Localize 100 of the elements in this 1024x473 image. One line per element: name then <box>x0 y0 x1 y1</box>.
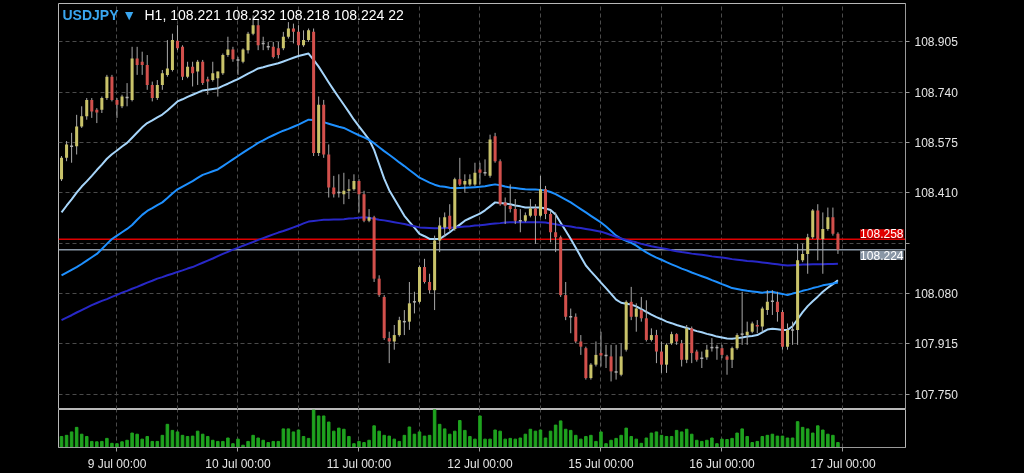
candlestick <box>634 302 638 333</box>
candlestick <box>528 198 532 218</box>
candlestick <box>90 97 94 119</box>
candlestick <box>665 342 669 374</box>
candlestick <box>482 158 488 177</box>
candlestick <box>680 339 684 367</box>
candlestick <box>80 105 84 129</box>
candlestick <box>443 211 447 238</box>
candlestick <box>246 31 250 55</box>
candlestick <box>821 211 825 275</box>
candlestick <box>392 324 396 351</box>
candlestick <box>235 56 241 76</box>
candlestick <box>448 203 452 232</box>
candlestick <box>105 74 109 101</box>
candlestick <box>85 97 89 121</box>
candlestick <box>629 286 633 321</box>
candlestick <box>554 211 558 253</box>
candlestick <box>135 46 139 76</box>
candlestick <box>564 281 568 321</box>
candlestick <box>644 299 648 342</box>
candlestick <box>281 31 285 51</box>
candlestick <box>831 207 835 237</box>
candlestick <box>407 281 411 331</box>
candlestick <box>367 208 371 223</box>
candlestick <box>659 340 663 374</box>
candlestick <box>609 344 613 382</box>
y-tick-label: 107.915 <box>914 337 959 352</box>
candlestick <box>503 197 507 225</box>
candlestick <box>720 344 724 359</box>
candlestick <box>468 173 472 187</box>
candlestick <box>790 321 795 346</box>
candlestick <box>387 331 391 364</box>
x-tick-label: 11 Jul 00:00 <box>326 456 392 471</box>
x-tick-label: 15 Jul 00:00 <box>568 456 634 471</box>
y-tick-label: 108.740 <box>914 85 959 100</box>
candlestick <box>478 162 482 185</box>
candlestick <box>65 140 69 162</box>
candlestick <box>352 173 356 192</box>
candlestick <box>806 233 810 275</box>
candlestick <box>296 24 300 56</box>
candlestick <box>412 291 417 314</box>
candlestick <box>196 59 200 86</box>
candlestick <box>342 172 346 205</box>
candlestick <box>291 23 295 44</box>
x-tick-label: 9 Jul 00:00 <box>87 456 147 471</box>
y-tick-label: 108.080 <box>914 287 959 302</box>
candlestick <box>599 331 603 367</box>
candlestick <box>533 203 537 245</box>
candlestick <box>826 207 830 232</box>
candlestick <box>201 59 205 86</box>
y-tick-label: 108.410 <box>914 186 959 201</box>
candlestick <box>745 321 749 346</box>
candlestick <box>216 71 220 98</box>
x-tick-label: 17 Jul 00:00 <box>810 456 876 471</box>
candlestick <box>155 79 159 101</box>
candlestick <box>579 334 583 356</box>
y-tick-label: 108.905 <box>914 35 959 50</box>
candlestick <box>160 69 164 91</box>
candlestick <box>801 243 805 263</box>
candlestick <box>150 81 154 102</box>
candlestick <box>428 273 432 295</box>
candlestick <box>836 231 840 255</box>
candlestick <box>377 274 381 298</box>
ref-line-label: 108.258 <box>860 227 904 242</box>
candlestick <box>110 74 114 102</box>
candlestick <box>256 18 260 51</box>
candlestick <box>438 216 442 253</box>
y-tick-label: 107.750 <box>914 387 959 402</box>
candlestick <box>765 289 769 316</box>
candlestick <box>332 175 336 198</box>
candlestick <box>725 354 729 376</box>
ref-line-label: 108.224 <box>860 248 904 263</box>
candlestick <box>211 61 215 83</box>
candlestick <box>730 346 734 369</box>
candlestick <box>786 322 790 351</box>
candlestick <box>423 258 427 285</box>
y-tick-label: 108.575 <box>914 136 959 151</box>
candlestick <box>165 39 169 78</box>
candlestick <box>347 178 351 200</box>
candlestick <box>175 24 179 51</box>
chart-title: USDJPY ▼ <box>62 6 137 23</box>
candlestick <box>357 178 361 213</box>
candlestick <box>60 155 64 182</box>
candlestick <box>473 162 477 187</box>
candlestick <box>619 342 623 377</box>
candlestick <box>508 183 512 213</box>
candlestick <box>594 340 598 367</box>
x-tick-label: 16 Jul 00:00 <box>689 456 755 471</box>
candlestick <box>140 51 144 76</box>
candlestick <box>568 308 573 334</box>
chart-subtitle: H1, 108.221 108.232 108.218 108.224 22 <box>144 6 404 23</box>
candlestick <box>775 291 779 323</box>
candlestick <box>115 97 119 119</box>
candlestick <box>221 53 225 76</box>
candlestick <box>549 210 553 243</box>
candlestick <box>760 306 764 333</box>
candlestick <box>654 329 658 364</box>
candlestick <box>705 344 709 361</box>
x-tick-label: 12 Jul 00:00 <box>447 456 513 471</box>
candlestick <box>397 316 401 338</box>
